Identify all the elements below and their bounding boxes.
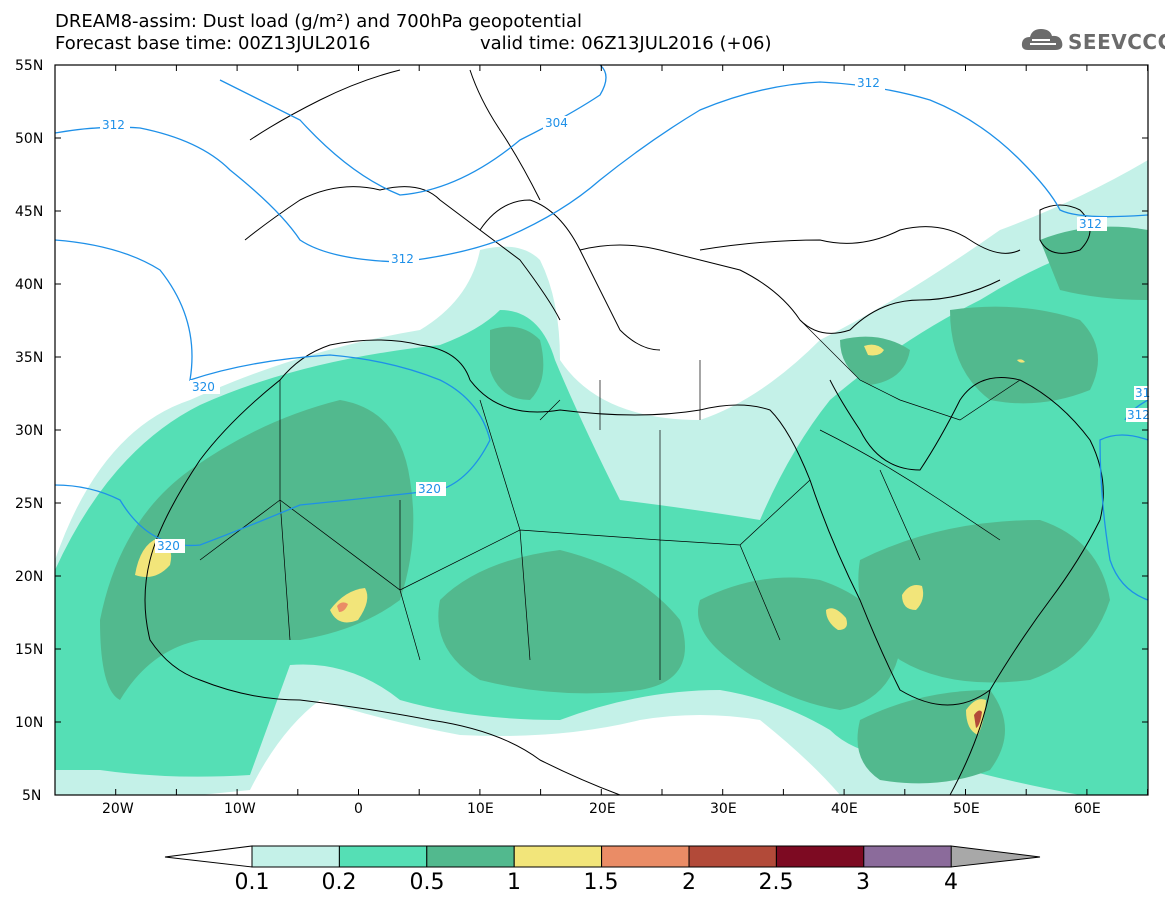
lat-label: 55N: [15, 58, 43, 74]
lon-label: 20E: [589, 801, 616, 817]
lat-label: 45N: [15, 204, 43, 220]
colorbar-cell: [251, 845, 340, 868]
lat-label: 15N: [15, 642, 43, 658]
contour-label: 320: [418, 482, 441, 496]
colorbar-label: 1: [507, 870, 521, 895]
lat-label: 20N: [15, 569, 43, 585]
lon-label: 20W: [102, 801, 134, 817]
contour-label: 312: [1127, 408, 1150, 422]
contour-label: 320: [157, 539, 180, 553]
lat-ticks: [55, 64, 1148, 796]
lat-label: 30N: [15, 423, 43, 439]
lon-label: 50E: [953, 801, 980, 817]
colorbar-cell: [775, 845, 865, 868]
colorbar-label: 1.5: [583, 870, 619, 895]
colorbar-max-arrow: [950, 845, 1041, 868]
coastlines: [144, 69, 1104, 795]
lat-label: 35N: [15, 350, 43, 366]
colorbar-label: 4: [944, 870, 958, 895]
dust-field: [55, 160, 1148, 795]
geopotential-contours: [55, 65, 1148, 601]
lat-label: 40N: [15, 277, 43, 293]
lat-labels: 55N 50N 45N 40N 35N 30N 25N 20N 15N 10N …: [15, 58, 43, 804]
colorbar-cell: [513, 845, 603, 868]
lon-label: 0: [354, 801, 363, 817]
colorbar-label: 0.1: [234, 870, 270, 895]
colorbar-cell: [601, 845, 690, 868]
colorbar-label: 2: [682, 870, 696, 895]
lon-label: 40E: [831, 801, 858, 817]
logo-text: SEEVCCC: [1068, 30, 1165, 54]
seevccc-logo: SEEVCCC: [1020, 24, 1165, 58]
contour-label: 31: [1135, 386, 1150, 400]
cloud-icon: [1021, 29, 1063, 50]
colorbar-min-arrow: [164, 845, 253, 868]
country-borders: [199, 319, 1021, 680]
contour-label: 312: [857, 76, 880, 90]
colorbar-label: 0.2: [321, 870, 357, 895]
colorbar-cells: [251, 845, 952, 868]
contour-label: 312: [391, 252, 414, 266]
valid-time: valid time: 06Z13JUL2016 (+06): [480, 33, 772, 54]
lon-labels: 20W 10W 0 10E 20E 30E 40E 50E 60E: [102, 801, 1101, 817]
colorbar: [164, 845, 1041, 868]
contour-label: 304: [545, 116, 568, 130]
lon-label: 10W: [224, 801, 256, 817]
contour-label: 320: [192, 380, 215, 394]
lon-label: 60E: [1074, 801, 1101, 817]
colorbar-label: 2.5: [758, 870, 794, 895]
lat-label: 5N: [22, 788, 41, 804]
lon-ticks: [54, 65, 1149, 795]
lat-label: 25N: [15, 496, 43, 512]
map-title: DREAM8-assim: Dust load (g/m²) and 700hP…: [55, 11, 582, 32]
colorbar-cell: [426, 845, 515, 868]
lon-label: 10E: [467, 801, 494, 817]
contour-label: 312: [1079, 217, 1102, 231]
lat-label: 10N: [15, 715, 43, 731]
colorbar-cell: [338, 845, 428, 868]
colorbar-label: 3: [856, 870, 870, 895]
lon-label: 30E: [710, 801, 737, 817]
lat-label: 50N: [15, 131, 43, 147]
contour-labels: 312 304 312 312 320 320 320 312 312 31: [100, 76, 1150, 553]
contour-label: 312: [102, 118, 125, 132]
colorbar-label: 0.5: [409, 870, 445, 895]
colorbar-cell: [863, 845, 952, 868]
colorbar-cell: [688, 845, 777, 868]
forecast-base-time: Forecast base time: 00Z13JUL2016: [55, 33, 371, 54]
